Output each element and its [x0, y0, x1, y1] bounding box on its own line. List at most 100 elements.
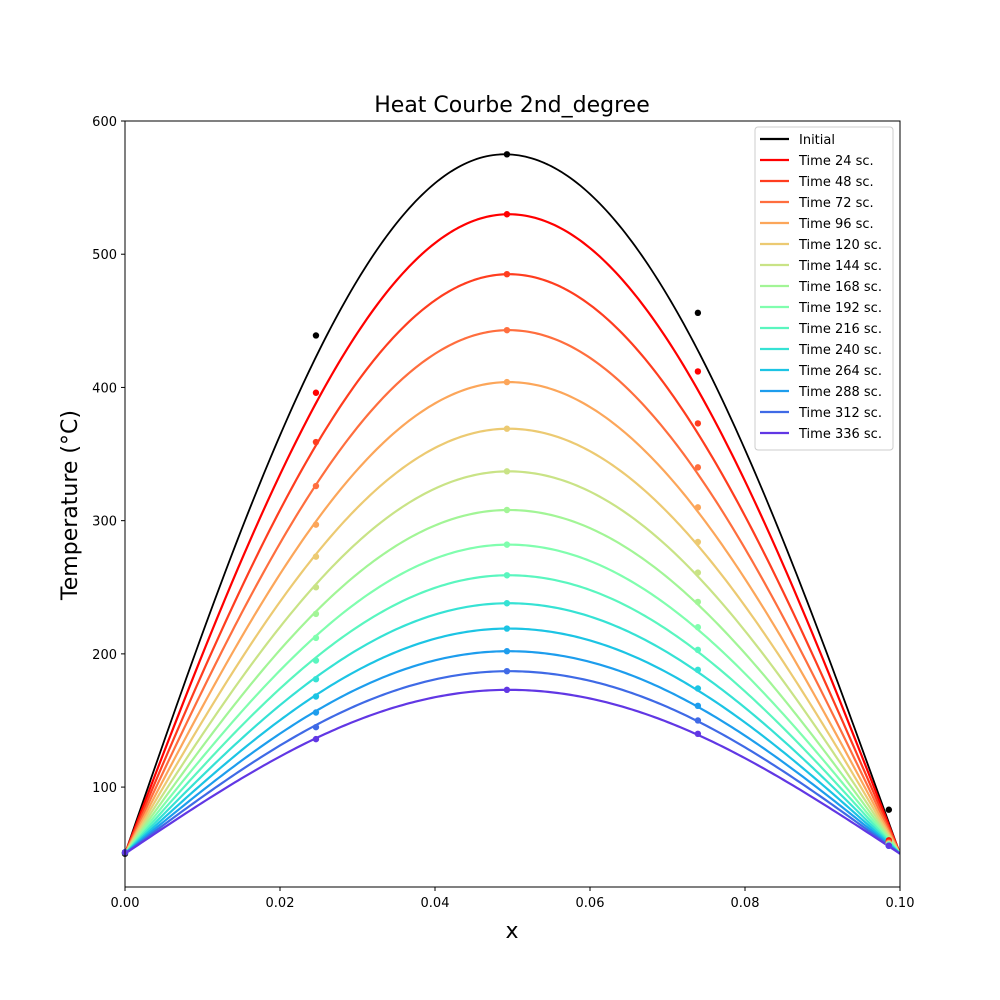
series-marker [694, 646, 702, 654]
series-line [125, 574, 900, 855]
legend-label: Time 192 sc. [798, 301, 882, 316]
x-tick-label: 0.06 [576, 896, 605, 911]
series-marker [312, 332, 320, 339]
series-marker [694, 368, 702, 375]
series-line [125, 508, 900, 855]
x-tick-label: 0.00 [111, 896, 140, 911]
legend-box [754, 126, 894, 451]
series-marker [312, 584, 320, 591]
series-marker [885, 806, 893, 813]
series-marker [312, 723, 320, 731]
series-marker [312, 389, 320, 396]
series-marker [312, 693, 320, 700]
series-marker [694, 730, 702, 737]
series-marker [503, 686, 511, 694]
series-line [125, 602, 900, 855]
legend-label: Time 48 sc. [798, 175, 874, 190]
legend-label: Time 288 sc. [798, 385, 882, 400]
series-marker [312, 610, 320, 618]
x-tick-label: 0.10 [886, 896, 915, 911]
series-marker [503, 625, 511, 632]
series-line [125, 670, 900, 855]
series-line [125, 329, 900, 855]
series-line [125, 627, 900, 855]
series-marker [503, 600, 511, 607]
x-axis: 0.00 0.02 0.04 0.06 0.08 0.10 [111, 887, 915, 911]
series-marker [694, 464, 702, 471]
series-marker [885, 842, 893, 849]
series-marker [503, 648, 511, 655]
y-axis-title: Temperature (°C) [58, 410, 83, 601]
series-marker [694, 624, 702, 631]
legend-label: Time 264 sc. [798, 364, 882, 379]
series-marker [503, 326, 511, 334]
y-tick-label: 600 [92, 115, 117, 130]
series-marker [312, 553, 320, 560]
series-line [125, 543, 900, 855]
series-marker [503, 506, 511, 514]
series-marker [503, 667, 511, 675]
series-marker [694, 569, 702, 576]
series-line [125, 273, 900, 855]
legend-label: Time 312 sc. [798, 406, 882, 421]
series-marker [503, 378, 511, 386]
series-marker [694, 598, 702, 606]
y-tick-label: 400 [92, 381, 117, 396]
series-marker [503, 468, 511, 475]
series-marker [312, 521, 320, 528]
legend: Initial Time 24 sc. Time 48 sc. Time 72 sc.… [754, 126, 894, 451]
series-marker [694, 538, 702, 546]
series-line [125, 213, 900, 855]
legend-label: Time 216 sc. [798, 322, 882, 337]
legend-label: Time 24 sc. [798, 154, 874, 169]
series-line [125, 153, 900, 855]
series-marker [312, 709, 320, 716]
marker-layer [121, 151, 893, 857]
y-tick-label: 500 [92, 248, 117, 263]
plot-area [121, 120, 901, 888]
x-tick-label: 0.04 [421, 896, 450, 911]
series-marker [503, 151, 511, 158]
series-marker [694, 702, 702, 710]
legend-label: Time 168 sc. [798, 280, 882, 295]
series-marker [694, 309, 702, 317]
y-tick-label: 300 [92, 515, 117, 530]
series-marker [503, 425, 511, 432]
series-marker [503, 211, 511, 218]
y-tick-label: 100 [92, 781, 117, 796]
series-line [125, 427, 900, 855]
legend-label: Time 120 sc. [798, 238, 882, 253]
series-marker [312, 438, 320, 446]
legend-label: Time 336 sc. [798, 427, 882, 442]
series-marker [312, 735, 320, 743]
series-marker [694, 504, 702, 511]
series-marker [312, 657, 320, 664]
series-marker [312, 482, 320, 490]
series-marker [503, 572, 511, 579]
series-marker [503, 541, 511, 548]
y-axis: 100 200 300 400 500 600 [92, 115, 125, 796]
series-line [125, 470, 900, 855]
x-tick-label: 0.08 [731, 896, 760, 911]
chart-title: Heat Courbe 2nd_degree [374, 93, 649, 118]
series-line [125, 381, 900, 855]
legend-label: Time 240 sc. [798, 343, 882, 358]
series-marker [694, 717, 702, 724]
series-marker [694, 666, 702, 674]
series-marker [312, 634, 320, 642]
series-line [125, 688, 900, 855]
series-line [125, 650, 900, 855]
legend-label: Time 96 sc. [798, 217, 874, 232]
legend-label: Time 144 sc. [798, 259, 882, 274]
y-tick-label: 200 [92, 648, 117, 663]
legend-label: Time 72 sc. [798, 196, 874, 211]
series-marker [312, 675, 320, 683]
series-marker [694, 420, 702, 427]
series-layer [125, 153, 900, 855]
x-axis-title: x [505, 919, 518, 944]
x-tick-label: 0.02 [266, 896, 295, 911]
legend-label: Initial [799, 133, 835, 148]
series-marker [503, 271, 511, 278]
plot-frame [124, 120, 901, 888]
